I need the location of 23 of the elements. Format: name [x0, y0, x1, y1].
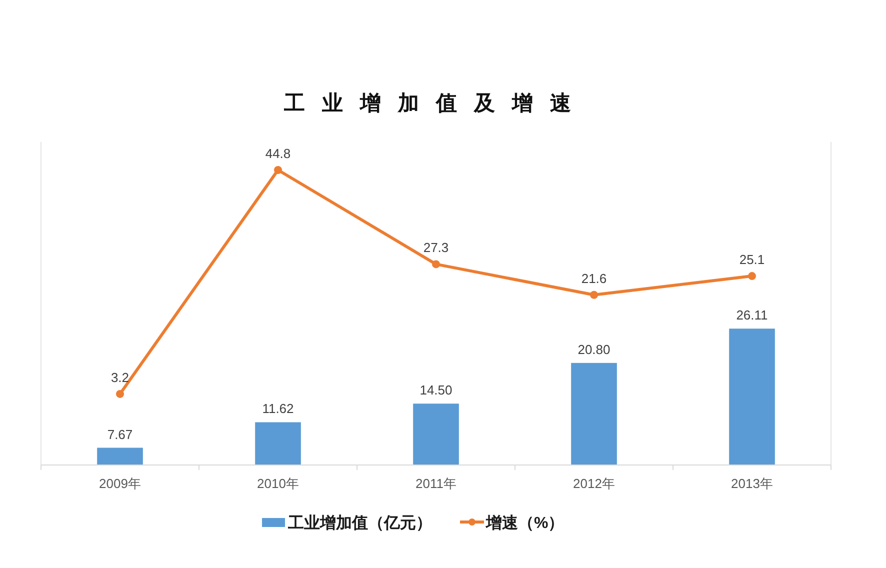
data-label: 25.1 [739, 252, 765, 268]
point [432, 260, 440, 268]
data-label: 21.6 [581, 270, 607, 286]
x-tick-label: 2011年 [416, 476, 456, 491]
point [748, 272, 756, 280]
data-label: 14.50 [420, 382, 452, 398]
point [116, 390, 124, 398]
data-label: 20.80 [578, 342, 610, 357]
x-tick-label: 2010年 [257, 476, 299, 491]
legend-label: 增速（%） [485, 514, 564, 532]
x-tick-label: 2013年 [731, 476, 773, 491]
point [274, 166, 282, 174]
data-label: 11.62 [262, 401, 294, 416]
data-label: 26.11 [736, 308, 768, 323]
point [590, 290, 598, 299]
chart-title: 工业增加值及增速 [283, 90, 588, 115]
data-label: 27.3 [423, 240, 449, 256]
x-tick-label: 2009年 [99, 476, 141, 491]
data-label: 44.8 [265, 146, 291, 161]
x-tick-label: 2012年 [573, 476, 615, 491]
data-label: 7.67 [107, 426, 133, 442]
legend-label: 工业增加值（亿元） [287, 514, 432, 532]
data-label: 3.2 [110, 370, 130, 385]
